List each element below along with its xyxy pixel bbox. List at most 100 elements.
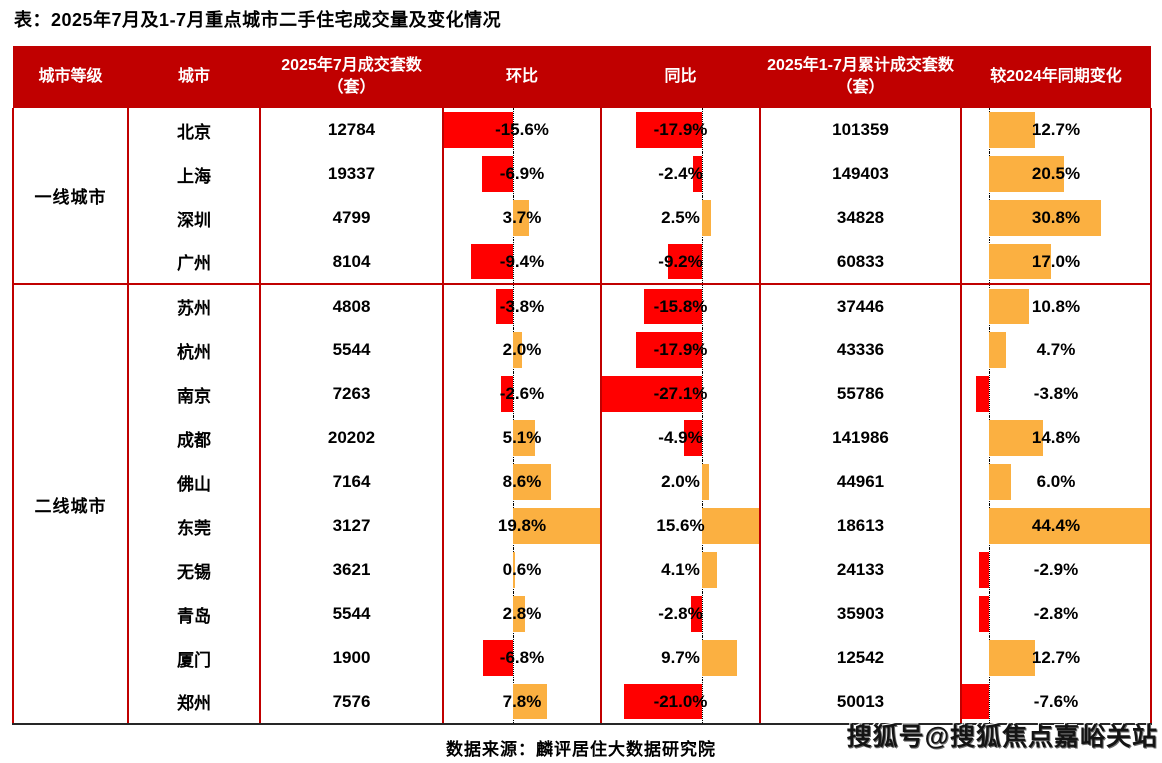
chg-value: 6.0% [1036,472,1076,491]
city-cell: 北京 [127,108,261,152]
bar-axis-line [701,285,703,328]
mom-bar [471,244,513,279]
chg-bar-cell: -3.8% [960,372,1152,416]
yoy-value: 2.0% [661,472,700,491]
mom-bar [501,376,513,412]
mom-bar-cell: 5.1% [442,416,602,460]
yoy-value: -9.2% [658,251,703,271]
col-header-cum-change: 较2024年同期变化 [961,46,1151,108]
yoy-bar [701,464,709,500]
bar-axis-line [989,592,991,636]
chg-bar-cell: 6.0% [960,460,1152,504]
mom-bar [482,156,513,192]
yoy-bar [701,200,711,236]
table-row: 南京 7263 -2.6% -27.1% 55786 -3.8% [13,372,1152,416]
city-cell: 广州 [127,240,261,285]
chg-bar [989,332,1007,368]
yoy-bar [635,332,702,368]
table-row: 广州 8104 -9.4% -9.2% 60833 17.0% [13,240,1152,285]
bar-axis-line [512,108,514,152]
city-cell: 东莞 [127,504,261,548]
yoy-value: -15.8% [653,296,708,316]
yoy-bar-cell: 2.5% [600,196,761,240]
yoy-value: -17.9% [653,340,708,359]
cumulative-volume-cell: 44961 [759,460,962,504]
july-volume-cell: 20202 [259,416,444,460]
bar-axis-line [701,680,703,723]
chg-bar [989,112,1036,148]
chg-bar [989,156,1064,192]
mom-bar-cell: -3.8% [442,284,602,328]
mom-bar-cell: 3.7% [442,196,602,240]
table-row: 成都 20202 5.1% -4.9% 141986 14.8% [13,416,1152,460]
cumulative-volume-cell: 24133 [759,548,962,592]
mom-bar-cell: 2.0% [442,328,602,372]
table-header-row: 城市等级 城市 2025年7月成交套数（套） 环比 同比 2025年1-7月累计… [13,46,1151,108]
mom-bar-cell: 7.8% [442,680,602,725]
mom-bar-cell: 19.8% [442,504,602,548]
mom-bar-cell: -9.4% [442,240,602,285]
cumulative-volume-cell: 149403 [759,152,962,196]
yoy-bar [701,640,738,676]
city-cell: 深圳 [127,196,261,240]
city-cell: 佛山 [127,460,261,504]
chg-value: 20.5% [1031,164,1081,183]
yoy-value: -2.4% [658,164,703,183]
city-cell: 苏州 [127,284,261,328]
cumulative-volume-cell: 101359 [759,108,962,152]
mom-bar-cell: -6.8% [442,636,602,680]
tier-cell: 一线城市 [12,108,129,285]
chg-value: 12.7% [1031,648,1081,667]
chg-bar-cell: 14.8% [960,416,1152,460]
chg-bar [979,596,990,632]
chg-bar [975,376,990,412]
yoy-bar-cell: -9.2% [600,240,761,285]
mom-value: -6.8% [499,648,545,667]
chg-bar-cell: 10.8% [960,284,1152,328]
july-volume-cell: 4808 [259,284,444,328]
cumulative-volume-cell: 60833 [759,240,962,285]
chg-value: 12.7% [1031,120,1081,139]
july-volume-cell: 7576 [259,680,444,725]
mom-bar-cell: -15.6% [442,108,602,152]
mom-value: 19.8% [497,516,547,535]
mom-bar [512,596,526,632]
bar-axis-line [701,108,703,152]
bar-axis-line [512,240,514,283]
chg-value: -2.9% [1033,560,1079,579]
mom-value: 8.6% [502,472,542,491]
watermark: 搜狐号@搜狐焦点嘉峪关站 [846,723,1158,751]
mom-bar-cell: -6.9% [442,152,602,196]
chg-bar [962,684,990,719]
july-volume-cell: 3127 [259,504,444,548]
bar-axis-line [701,372,703,416]
mom-value: 2.8% [502,604,542,623]
chg-value: 10.8% [1031,296,1081,316]
yoy-value: -27.1% [653,384,708,403]
mom-bar [512,332,522,368]
chg-bar [989,420,1043,456]
yoy-bar [643,289,702,324]
table-row: 佛山 7164 8.6% 2.0% 44961 6.0% [13,460,1152,504]
chg-bar [978,552,990,588]
table-row: 无锡 3621 0.6% 4.1% 24133 -2.9% [13,548,1152,592]
table-row: 郑州 7576 7.8% -21.0% 50013 -7.6% [13,680,1152,725]
mom-bar [482,640,513,676]
table-row: 厦门 1900 -6.8% 9.7% 12542 12.7% [13,636,1152,680]
yoy-value: 9.7% [661,648,700,667]
city-cell: 青岛 [127,592,261,636]
mom-value: -3.8% [499,296,545,316]
col-header-mom: 环比 [443,46,601,108]
july-volume-cell: 4799 [259,196,444,240]
yoy-value: -21.0% [653,691,708,711]
yoy-bar-cell: 15.6% [600,504,761,548]
bar-axis-line [701,592,703,636]
city-cell: 成都 [127,416,261,460]
mom-bar-cell: 2.8% [442,592,602,636]
mom-value: 5.1% [502,428,542,447]
cumulative-volume-cell: 50013 [759,680,962,725]
july-volume-cell: 7164 [259,460,444,504]
yoy-bar [635,112,702,148]
mom-bar [444,112,513,148]
